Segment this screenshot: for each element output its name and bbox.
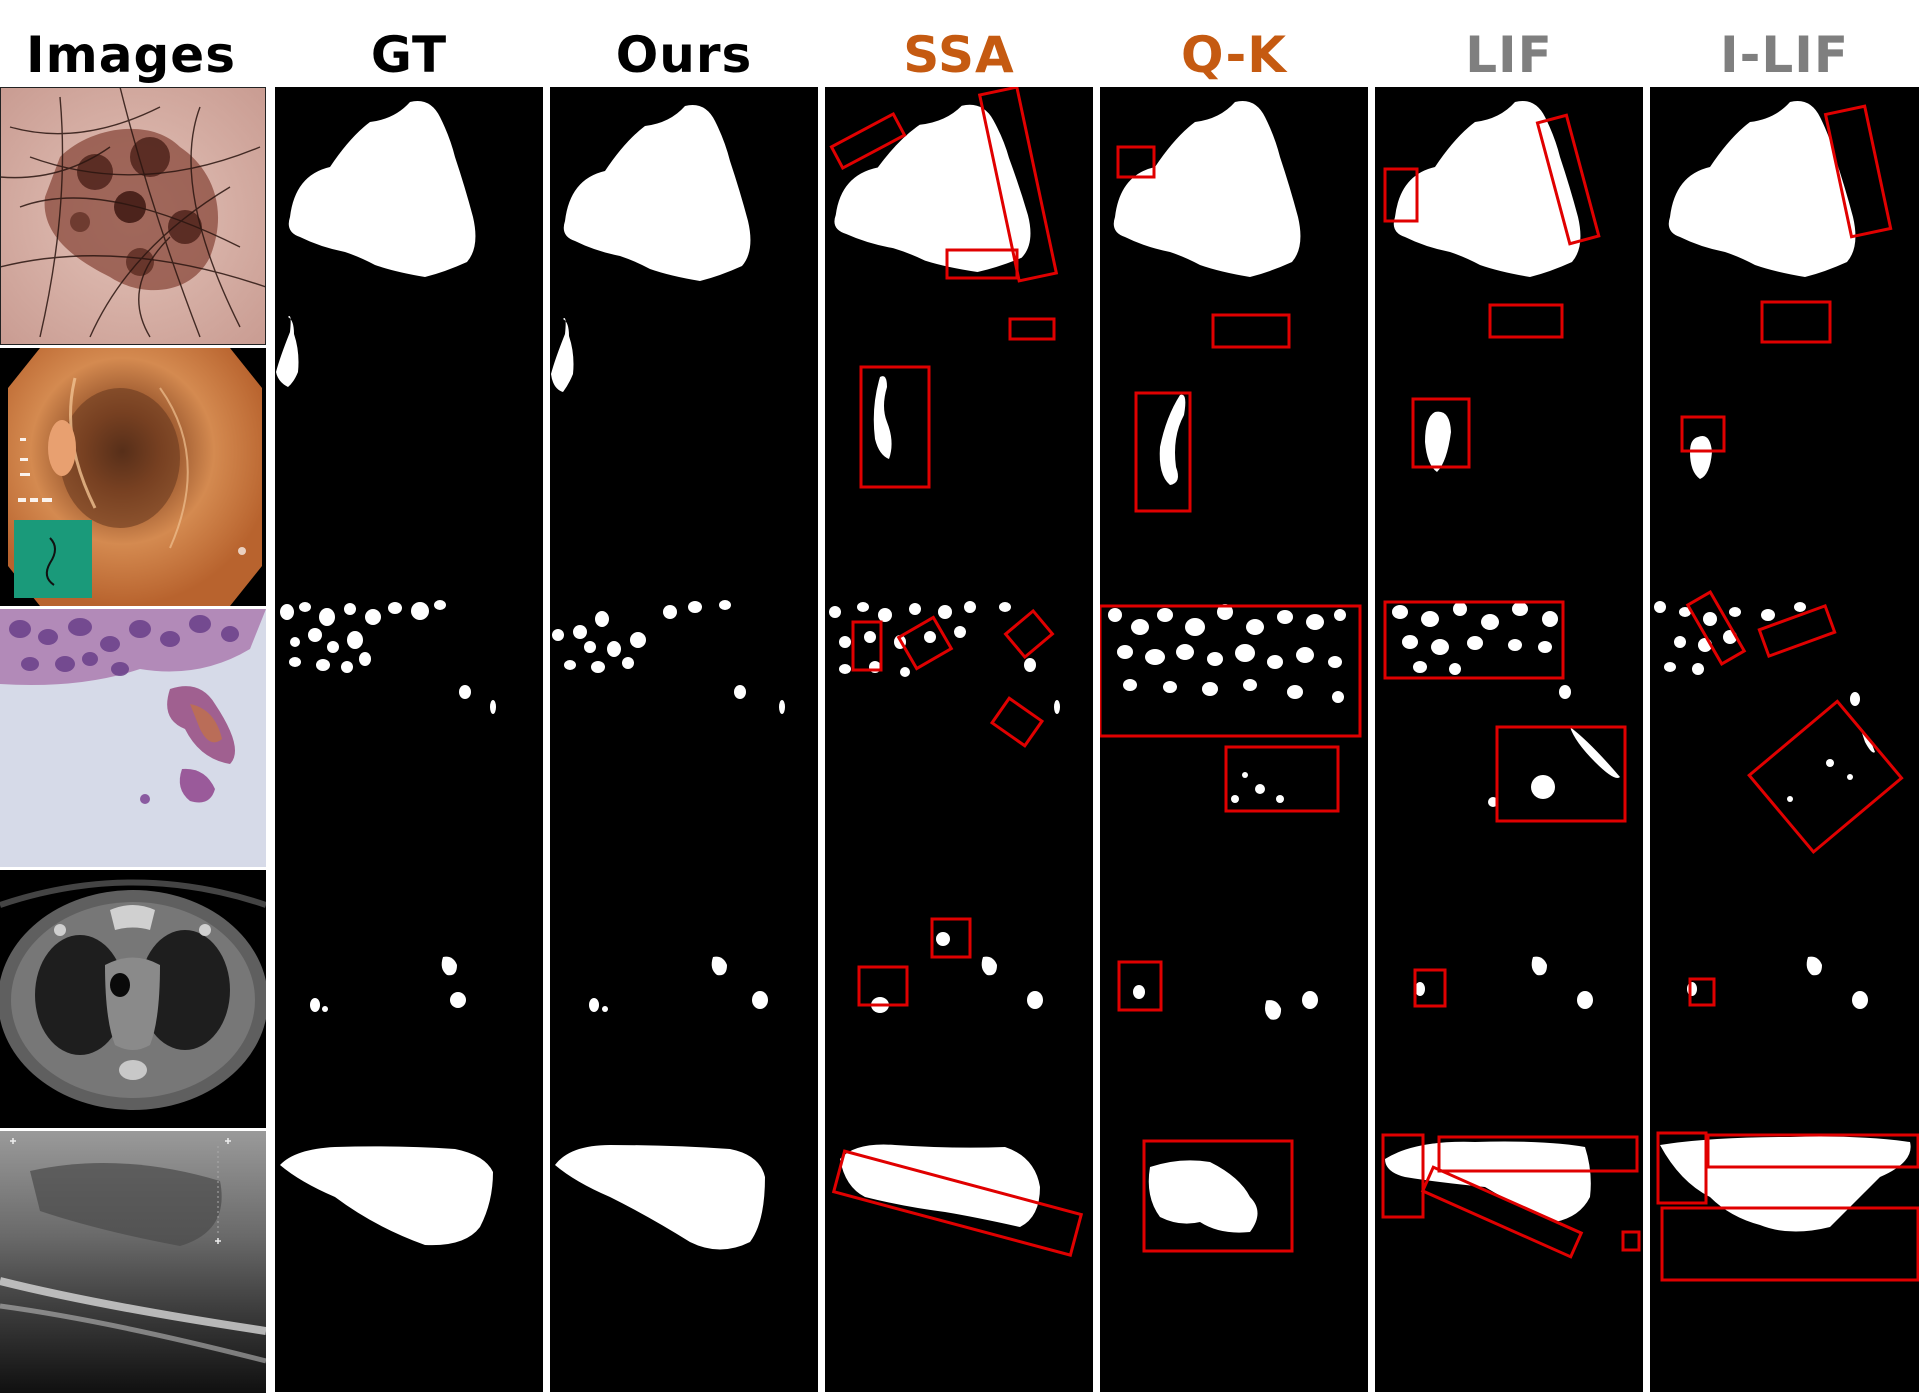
- ilif-mask-ultrasound-lesion: [1660, 1136, 1911, 1232]
- column-header-qk: Q-K: [1100, 18, 1368, 92]
- ilif-highlight-box: [1760, 300, 1832, 344]
- qk-mask-nuclei: [1108, 604, 1346, 803]
- ssa-highlight-box: [945, 248, 1019, 280]
- input-image-dermoscopy: [0, 87, 266, 345]
- ours-mask-nuclei: [552, 600, 785, 714]
- column-header-ours: Ours: [550, 18, 818, 92]
- lif-highlight-box: [1437, 1135, 1639, 1173]
- ssa-highlight-box: [1003, 608, 1055, 660]
- ssa-highlight-box: [896, 615, 954, 671]
- ilif-highlight-box: [1680, 415, 1726, 453]
- gt-column: [275, 87, 543, 1392]
- qk-column: [1100, 87, 1368, 1392]
- ssa-mask-lesion: [834, 104, 1031, 272]
- ilif-highlight-box: [1747, 699, 1904, 855]
- ssa-highlight-box: [989, 696, 1045, 748]
- ours-mask-lung-lesions: [589, 956, 768, 1012]
- lif-mask-polyp: [1425, 411, 1451, 472]
- column-label: Q-K: [1181, 26, 1287, 84]
- qk-highlight-box: [1142, 1139, 1294, 1253]
- lif-highlight-box: [1383, 600, 1565, 680]
- lif-mask-lesion: [1393, 101, 1581, 277]
- input-image-histopathology: [0, 609, 266, 867]
- column-label: SSA: [903, 26, 1015, 84]
- ours-mask-polyp: [551, 318, 574, 392]
- gt-mask-nuclei: [280, 600, 496, 714]
- ssa-highlight-box: [831, 1149, 1084, 1257]
- gt-mask-polyp: [276, 316, 299, 387]
- ssa-highlight-box: [930, 917, 972, 959]
- ours-column: [550, 87, 818, 1392]
- gt-mask-ultrasound-lesion: [280, 1146, 493, 1246]
- ilif-highlight-box: [1757, 603, 1837, 659]
- ilif-mask-polyp: [1690, 436, 1712, 479]
- column-label: Ours: [615, 26, 753, 84]
- column-header-ssa: SSA: [825, 18, 1093, 92]
- gt-mask-lung-lesions: [310, 956, 466, 1012]
- ilif-column: [1650, 87, 1919, 1392]
- column-label: LIF: [1465, 26, 1553, 84]
- lif-column: [1375, 87, 1643, 1392]
- qk-highlight-box: [1117, 960, 1163, 1012]
- ilif-highlight-box: [1688, 977, 1716, 1007]
- ilif-mask-lesion: [1668, 101, 1856, 277]
- ilif-highlight-box: [1823, 104, 1893, 239]
- column-header-images: Images: [0, 18, 262, 92]
- qk-mask-lesion: [1113, 101, 1301, 277]
- ssa-highlight-box: [857, 965, 909, 1007]
- lif-highlight-box: [1411, 397, 1471, 469]
- ssa-highlight-box: [1008, 317, 1056, 341]
- qk-highlight-box: [1211, 313, 1291, 349]
- column-label: I-LIF: [1720, 26, 1849, 84]
- lif-mask-nuclei: [1392, 602, 1620, 807]
- qk-mask-polyp: [1159, 394, 1186, 485]
- column-header-ilif: I-LIF: [1650, 18, 1919, 92]
- ssa-highlight-box: [829, 111, 907, 171]
- input-image-chest-ct: [0, 870, 266, 1128]
- input-image-colonoscopy: [0, 348, 266, 606]
- qk-highlight-box: [1116, 145, 1156, 179]
- lif-highlight-box: [1413, 968, 1447, 1008]
- column-header-gt: GT: [275, 18, 543, 92]
- ilif-highlight-box: [1656, 1131, 1708, 1205]
- lif-highlight-box: [1383, 167, 1419, 223]
- column-header-lif: LIF: [1375, 18, 1643, 92]
- lif-highlight-box: [1621, 1230, 1641, 1252]
- qk-highlight-box: [1100, 604, 1362, 738]
- ssa-mask-nuclei: [829, 601, 1060, 714]
- lif-mask-lung-lesions: [1415, 956, 1593, 1009]
- ilif-highlight-box: [1685, 590, 1747, 666]
- lif-highlight-box: [1420, 1165, 1584, 1259]
- ilif-highlight-box: [1660, 1206, 1919, 1282]
- lif-highlight-box: [1495, 725, 1627, 823]
- lif-mask-ultrasound-lesion: [1385, 1141, 1591, 1222]
- ours-mask-ultrasound-lesion: [555, 1145, 765, 1250]
- column-label: GT: [370, 26, 448, 84]
- column-label: Images: [26, 26, 236, 84]
- ssa-highlight-box: [851, 620, 883, 672]
- ilif-mask-nuclei: [1654, 601, 1875, 802]
- ssa-highlight-box: [977, 87, 1059, 283]
- qk-mask-lung-lesions: [1133, 985, 1318, 1020]
- ssa-mask-polyp: [873, 376, 892, 459]
- ssa-mask-ultrasound-lesion: [840, 1144, 1040, 1227]
- ssa-column: [825, 87, 1093, 1392]
- ssa-mask-lung-lesions: [871, 932, 1043, 1013]
- ssa-highlight-box: [859, 365, 931, 489]
- qk-mask-ultrasound-lesion: [1148, 1160, 1258, 1233]
- lif-highlight-box: [1535, 113, 1601, 246]
- lif-highlight-box: [1488, 303, 1564, 339]
- ours-mask-lesion: [563, 105, 751, 281]
- qk-highlight-box: [1224, 745, 1340, 813]
- gt-mask-lesion: [288, 101, 476, 277]
- qk-highlight-box: [1134, 391, 1192, 513]
- input-image-ultrasound: [0, 1131, 266, 1393]
- ilif-highlight-box: [1706, 1133, 1919, 1169]
- lif-highlight-box: [1381, 1133, 1425, 1219]
